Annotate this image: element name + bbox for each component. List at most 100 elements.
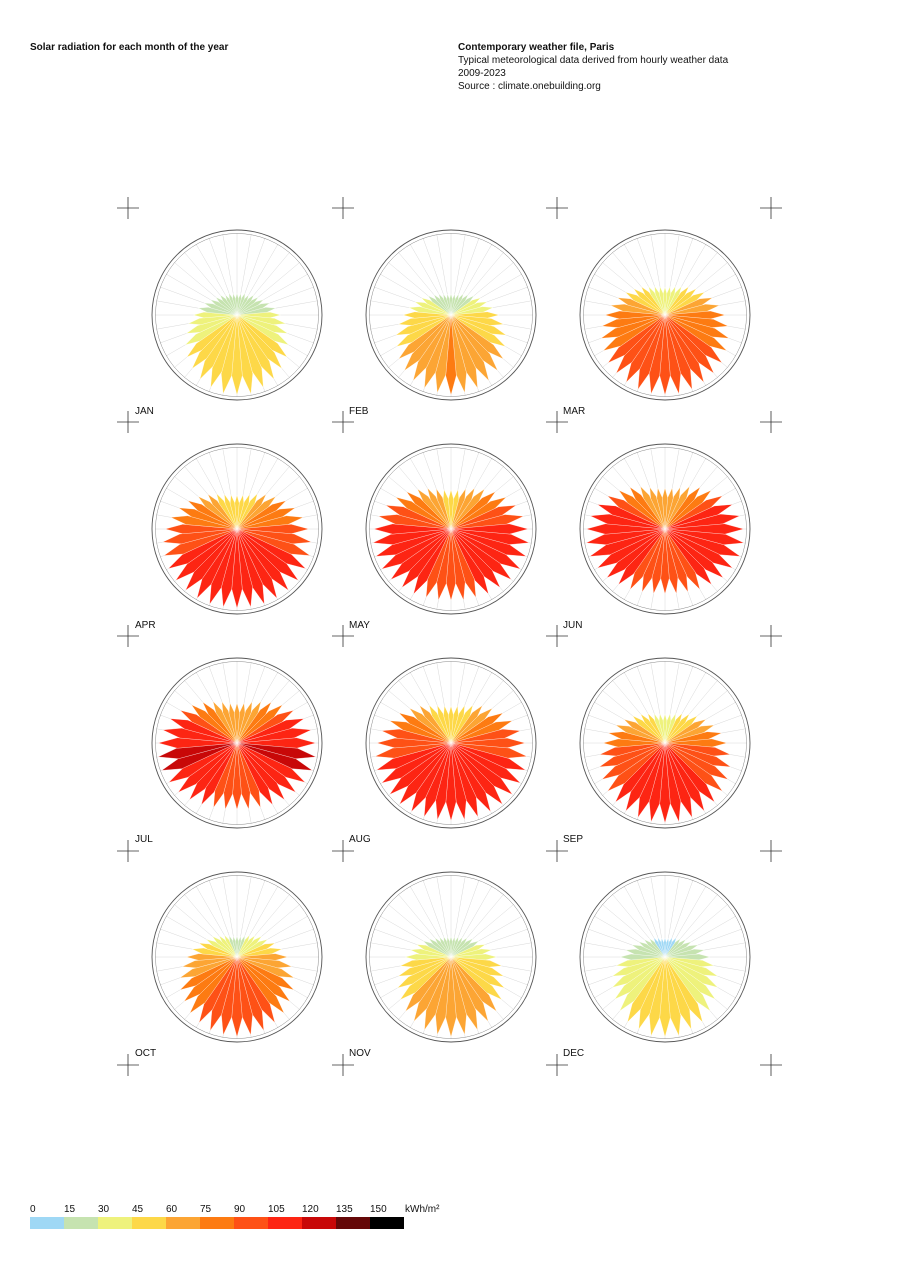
month-label: JUL: [135, 834, 153, 845]
legend-swatch: [132, 1217, 166, 1229]
radial-chart: AUG: [349, 657, 537, 845]
crosshair: [117, 1054, 139, 1076]
crosshair: [546, 1054, 568, 1076]
petal: [232, 292, 238, 316]
ring-outer: [365, 657, 537, 829]
petal: [232, 935, 238, 958]
petal: [228, 702, 238, 744]
month-label: APR: [135, 620, 156, 631]
crosshair: [117, 840, 139, 862]
crosshair: [117, 411, 139, 433]
legend-swatch: [64, 1217, 98, 1229]
legend-tick-label: 0: [30, 1204, 36, 1215]
radial-chart: DEC: [563, 871, 751, 1059]
ring-inner: [583, 661, 747, 825]
legend-swatch: [302, 1217, 336, 1229]
legend-tick-label: 15: [64, 1204, 76, 1215]
radial-chart: SEP: [563, 657, 751, 845]
radial-chart: MAY: [349, 443, 537, 631]
crosshair: [332, 197, 354, 219]
petal: [659, 286, 666, 316]
month-label: AUG: [349, 834, 371, 845]
crosshair: [546, 411, 568, 433]
legend-swatch: [98, 1217, 132, 1229]
ring-outer: [151, 871, 323, 1043]
ring-inner: [155, 875, 319, 1039]
ring-inner: [155, 661, 319, 825]
month-label: JAN: [135, 406, 154, 417]
crosshair: [332, 1054, 354, 1076]
legend-swatch: [336, 1217, 370, 1229]
month-label: OCT: [135, 1048, 156, 1059]
source: Source : climate.onebuilding.org: [458, 81, 601, 92]
ring-outer: [579, 871, 751, 1043]
month-label: MAY: [349, 620, 370, 631]
crosshair: [117, 197, 139, 219]
ring-outer: [151, 229, 323, 401]
ring-outer: [365, 443, 537, 615]
legend-swatch: [200, 1217, 234, 1229]
radial-chart: OCT: [135, 871, 323, 1059]
ring-outer: [151, 443, 323, 615]
legend-tick-label: 105: [268, 1204, 285, 1215]
petal: [658, 713, 666, 744]
radial-chart: JUN: [563, 443, 751, 631]
month-label: FEB: [349, 406, 369, 417]
radial-chart: NOV: [349, 871, 537, 1059]
legend-tick-label: 30: [98, 1204, 110, 1215]
ring-inner: [583, 875, 747, 1039]
month-label: NOV: [349, 1048, 371, 1059]
ring-inner: [155, 233, 319, 397]
crosshair: [332, 840, 354, 862]
legend-tick-label: 75: [200, 1204, 212, 1215]
ring-outer: [151, 657, 323, 829]
legend-swatch: [234, 1217, 268, 1229]
legend-swatch: [30, 1217, 64, 1229]
petal: [442, 489, 452, 530]
ring-outer: [365, 871, 537, 1043]
crosshair: [760, 625, 782, 647]
file-title: Contemporary weather file, Paris: [458, 42, 615, 53]
ring-outer: [579, 443, 751, 615]
period: 2009-2023: [458, 68, 506, 79]
radial-chart: APR: [135, 443, 323, 631]
radial-chart: JUL: [135, 657, 323, 845]
crosshair: [546, 625, 568, 647]
month-label: SEP: [563, 834, 583, 845]
petal: [446, 936, 452, 958]
legend-tick-label: 135: [336, 1204, 353, 1215]
ring-outer: [365, 229, 537, 401]
crosshair: [332, 625, 354, 647]
radial-chart: MAR: [563, 229, 751, 417]
ring-inner: [583, 233, 747, 397]
month-label: JUN: [563, 620, 582, 631]
crosshair: [332, 411, 354, 433]
petal: [446, 293, 452, 316]
legend-tick-label: 120: [302, 1204, 319, 1215]
legend-unit: kWh/m²: [405, 1204, 440, 1215]
ring-outer: [579, 229, 751, 401]
legend-tick-label: 90: [234, 1204, 246, 1215]
legend-swatch: [268, 1217, 302, 1229]
radial-chart: FEB: [349, 229, 537, 417]
crosshair: [760, 197, 782, 219]
ring-inner: [369, 661, 533, 825]
crosshair: [546, 197, 568, 219]
crosshair: [760, 1054, 782, 1076]
legend-tick-label: 60: [166, 1204, 178, 1215]
ring-inner: [583, 447, 747, 611]
legend-swatch: [370, 1217, 404, 1229]
radial-chart: JAN: [135, 229, 323, 417]
petal: [661, 937, 666, 958]
legend-tick-label: 150: [370, 1204, 387, 1215]
petal: [656, 487, 666, 530]
ring-outer: [579, 657, 751, 829]
crosshair: [117, 625, 139, 647]
ring-inner: [369, 233, 533, 397]
crosshair: [546, 840, 568, 862]
petal: [230, 494, 238, 530]
ring-inner: [155, 447, 319, 611]
legend-tick-label: 45: [132, 1204, 144, 1215]
page-title: Solar radiation for each month of the ye…: [30, 42, 228, 53]
ring-inner: [369, 447, 533, 611]
